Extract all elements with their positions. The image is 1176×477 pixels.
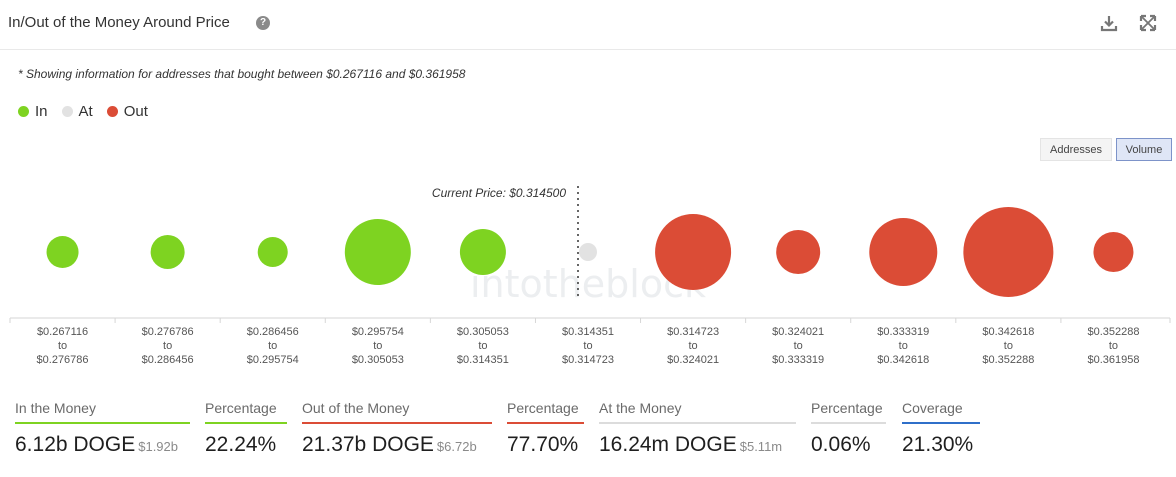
x-tick-label: $0.333319 <box>877 326 929 338</box>
in-the-money-line <box>15 422 190 424</box>
legend-dot-out <box>106 106 118 117</box>
at-the-money-label: At the Money <box>599 400 682 416</box>
out-percentage-label: Percentage <box>507 400 579 416</box>
widget-header: In/Out of the Money Around Price ? <box>0 0 1176 50</box>
bubble-out <box>655 214 732 290</box>
stat-in-the-money: In the Money 6.12b DOGE $1.92b <box>15 400 190 457</box>
at-percentage-line <box>811 422 886 424</box>
x-tick-label: $0.324021 <box>667 354 719 366</box>
bubble-out <box>869 218 938 286</box>
x-tick-label: $0.352288 <box>1087 326 1139 338</box>
out-of-the-money-usd: $6.72b <box>436 439 477 454</box>
stat-at-the-money: At the Money 16.24m DOGE $5.11m <box>599 400 796 457</box>
in-the-money-usd: $1.92b <box>138 439 178 454</box>
summary-stats: In the Money 6.12b DOGE $1.92b Percentage… <box>0 400 1176 470</box>
stat-out-of-the-money: Out of the Money 21.37b DOGE $6.72b <box>302 400 492 457</box>
in-the-money-label: In the Money <box>15 400 96 416</box>
download-icon[interactable] <box>1100 14 1118 32</box>
coverage-label: Coverage <box>902 400 963 416</box>
bubble-out <box>1093 232 1134 272</box>
help-icon[interactable]: ? <box>256 16 270 30</box>
legend-dot-at <box>61 106 73 117</box>
x-tick-label: to <box>163 340 172 352</box>
stat-out-percentage: Percentage 77.70% <box>507 400 584 457</box>
x-tick-label: $0.305053 <box>352 354 404 366</box>
bubble-at <box>579 243 597 261</box>
x-tick-label: $0.267116 <box>37 326 88 338</box>
x-tick-label: to <box>1109 340 1118 352</box>
x-tick-label: to <box>58 340 67 352</box>
legend-dot-in <box>18 106 29 117</box>
widget-title: In/Out of the Money Around Price <box>8 14 230 31</box>
x-tick-label: $0.286456 <box>247 326 299 338</box>
x-tick-label: $0.295754 <box>352 326 404 338</box>
legend-label-in: In <box>35 103 48 120</box>
legend-item-out[interactable]: Out <box>106 103 148 120</box>
x-tick-label: $0.352288 <box>982 354 1034 366</box>
coverage-value: 21.30% <box>902 433 974 456</box>
x-tick-label: to <box>583 340 592 352</box>
in-percentage-value: 22.24% <box>205 433 277 456</box>
at-the-money-value: 16.24m DOGE $5.11m <box>599 433 783 456</box>
x-tick-label: to <box>478 340 487 352</box>
x-tick-label: to <box>373 340 382 352</box>
at-percentage-label: Percentage <box>811 400 883 416</box>
current-price-label: Current Price: $0.314500 <box>432 186 566 200</box>
x-tick-label: $0.333319 <box>772 354 824 366</box>
legend-item-at[interactable]: At <box>61 103 93 120</box>
coverage-line <box>902 422 980 424</box>
x-tick-label: $0.295754 <box>247 354 299 366</box>
bubble-in <box>459 229 506 275</box>
stat-in-percentage: Percentage 22.24% <box>205 400 287 457</box>
bubble-in <box>46 236 79 268</box>
x-tick-label: to <box>688 340 697 352</box>
x-tick-label: to <box>1004 340 1013 352</box>
legend-label-out: Out <box>123 103 148 120</box>
x-tick-label: $0.342618 <box>877 354 929 366</box>
out-of-the-money-value: 21.37b DOGE $6.72b <box>302 433 477 456</box>
bubble-in <box>257 237 288 267</box>
at-the-money-line <box>599 422 796 424</box>
volume-toggle-button[interactable]: Volume <box>1116 138 1172 161</box>
x-tick-label: $0.361958 <box>1087 354 1139 366</box>
x-tick-label: $0.314723 <box>667 326 719 338</box>
x-tick-label: $0.314723 <box>562 354 614 366</box>
legend-label-at: At <box>78 103 93 120</box>
x-tick-label: to <box>268 340 277 352</box>
in-percentage-label: Percentage <box>205 400 277 416</box>
stat-at-percentage: Percentage 0.06% <box>811 400 886 457</box>
x-tick-label: to <box>794 340 803 352</box>
bubble-in <box>344 219 411 285</box>
bubble-out <box>776 230 821 274</box>
bubble-chart: intotheblock$0.267116to$0.276786$0.27678… <box>9 186 1171 366</box>
x-tick-label: $0.342618 <box>982 326 1034 338</box>
x-tick-label: $0.314351 <box>457 354 509 366</box>
stat-coverage: Coverage 21.30% <box>902 400 980 457</box>
x-tick-label: to <box>899 340 908 352</box>
at-the-money-usd: $5.11m <box>739 439 783 454</box>
chart-legend: In At Out <box>18 103 162 120</box>
x-tick-label: $0.276786 <box>37 354 89 366</box>
in-the-money-value: 6.12b DOGE $1.92b <box>15 433 178 456</box>
out-of-the-money-line <box>302 422 492 424</box>
addresses-toggle-button[interactable]: Addresses <box>1040 138 1112 161</box>
out-percentage-line <box>507 422 584 424</box>
x-tick-label: $0.324021 <box>772 326 824 338</box>
out-percentage-value: 77.70% <box>507 433 579 456</box>
legend-item-in[interactable]: In <box>18 103 48 120</box>
out-of-the-money-label: Out of the Money <box>302 400 410 416</box>
in-percentage-line <box>205 422 287 424</box>
expand-icon[interactable] <box>1139 14 1157 32</box>
x-tick-label: $0.305053 <box>457 326 509 338</box>
range-note: * Showing information for addresses that… <box>18 67 466 81</box>
x-tick-label: $0.276786 <box>142 326 194 338</box>
bubble-in <box>150 235 185 269</box>
x-tick-label: $0.286456 <box>142 354 194 366</box>
at-percentage-value: 0.06% <box>811 433 871 456</box>
x-tick-label: $0.314351 <box>562 326 614 338</box>
bubble-out <box>963 207 1054 297</box>
